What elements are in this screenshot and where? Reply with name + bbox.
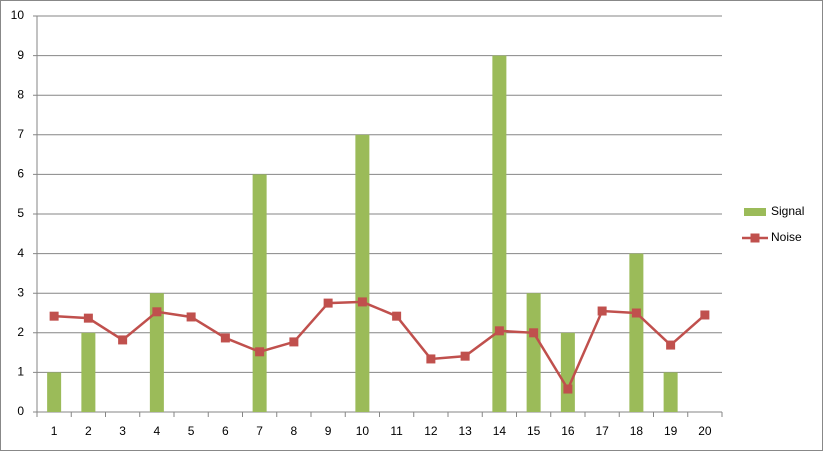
- x-tick-label: 9: [325, 424, 332, 438]
- bar: [560, 332, 575, 412]
- marker: [700, 310, 710, 320]
- marker: [597, 306, 607, 316]
- y-tick-label: 1: [17, 365, 24, 379]
- x-tick-label: 19: [664, 424, 678, 438]
- marker: [666, 340, 676, 350]
- x-tick-label: 16: [561, 424, 575, 438]
- x-tick-label: 7: [256, 424, 263, 438]
- x-tick-label: 4: [154, 424, 161, 438]
- x-tick-label: 13: [458, 424, 472, 438]
- line: [54, 300, 706, 392]
- marker: [83, 313, 93, 323]
- legend-label: Signal: [771, 204, 804, 218]
- x-tick-label: 14: [493, 424, 507, 438]
- marker: [323, 298, 333, 308]
- y-tick-label: 2: [17, 325, 24, 339]
- marker: [529, 328, 539, 338]
- marker: [220, 333, 230, 343]
- marker: [631, 308, 641, 318]
- marker: [289, 337, 299, 347]
- y-tick-label: 9: [17, 48, 24, 62]
- marker: [186, 312, 196, 322]
- x-tick-label: 10: [356, 424, 370, 438]
- y-tick-label: 8: [17, 87, 24, 101]
- y-tick-label: 10: [11, 8, 25, 22]
- bar: [526, 293, 541, 412]
- bar: [355, 134, 370, 413]
- marker: [426, 354, 436, 364]
- x-tick-label: 17: [595, 424, 609, 438]
- bar: [252, 174, 267, 412]
- marker: [460, 351, 470, 361]
- marker: [494, 326, 504, 336]
- x-tick-label: 5: [188, 424, 195, 438]
- x-tick-label: 20: [698, 424, 712, 438]
- legend-label: Noise: [771, 230, 802, 244]
- x-tick-label: 6: [222, 424, 229, 438]
- bar: [492, 55, 507, 412]
- bar: [629, 253, 644, 412]
- marker: [255, 347, 265, 357]
- legend-swatch: [744, 208, 766, 216]
- y-tick-label: 3: [17, 285, 24, 299]
- legend-swatch: [750, 233, 760, 243]
- x-tick-label: 12: [424, 424, 438, 438]
- marker: [357, 297, 367, 307]
- bar: [47, 372, 62, 412]
- marker: [563, 384, 573, 394]
- bar: [663, 372, 678, 412]
- y-tick-label: 4: [17, 246, 24, 260]
- marker: [49, 311, 59, 321]
- y-tick-label: 6: [17, 167, 24, 181]
- x-tick-label: 3: [119, 424, 126, 438]
- x-tick-label: 8: [291, 424, 298, 438]
- bar: [81, 332, 96, 412]
- y-tick-label: 5: [17, 206, 24, 220]
- y-tick-label: 7: [17, 127, 24, 141]
- x-tick-label: 11: [390, 424, 403, 438]
- marker: [392, 311, 402, 321]
- marker: [152, 307, 162, 317]
- x-tick-label: 15: [527, 424, 541, 438]
- y-tick-label: 0: [17, 404, 24, 418]
- x-tick-label: 18: [630, 424, 644, 438]
- x-tick-label: 2: [85, 424, 92, 438]
- marker: [118, 335, 128, 345]
- bar: [149, 293, 164, 412]
- x-tick-label: 1: [51, 424, 58, 438]
